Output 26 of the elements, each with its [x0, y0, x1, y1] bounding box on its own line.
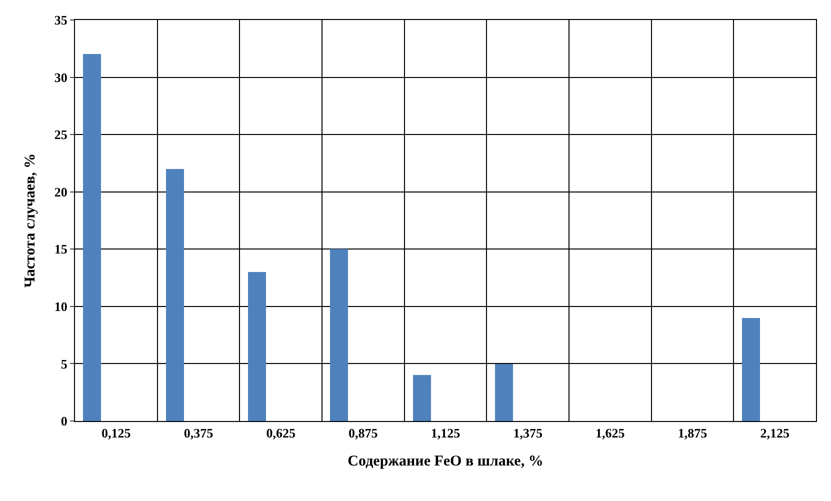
bar — [166, 169, 184, 421]
y-tick-label: 25 — [54, 127, 68, 142]
y-tick-label: 0 — [60, 414, 68, 429]
bar — [742, 318, 760, 421]
x-tick-label: 1,125 — [430, 426, 461, 441]
bar — [495, 364, 513, 421]
x-tick-label: 0,375 — [184, 426, 214, 441]
bar — [413, 375, 431, 421]
y-tick-label: 35 — [54, 12, 68, 28]
x-tick-label: 1,875 — [678, 426, 708, 441]
y-tick-label: 20 — [54, 184, 68, 200]
y-tick-label: 10 — [54, 298, 68, 314]
y-tick-label: 5 — [60, 356, 68, 372]
x-tick-label: 1,375 — [513, 426, 543, 441]
bar — [248, 272, 266, 421]
x-tick-label: 0,875 — [348, 426, 378, 441]
y-tick-label: 15 — [54, 242, 68, 257]
x-tick-label: 0,625 — [266, 426, 296, 441]
y-tick-label: 30 — [54, 70, 68, 85]
bar — [83, 54, 101, 421]
x-tick-label: 2,125 — [760, 426, 790, 441]
x-axis-title: Содержание FeO в шлаке, % — [348, 454, 544, 470]
x-tick-label: 1,625 — [596, 426, 626, 441]
x-tick-label: 0,125 — [102, 426, 132, 441]
y-axis-title: Частота случаев, % — [22, 153, 39, 288]
bar — [330, 249, 348, 421]
